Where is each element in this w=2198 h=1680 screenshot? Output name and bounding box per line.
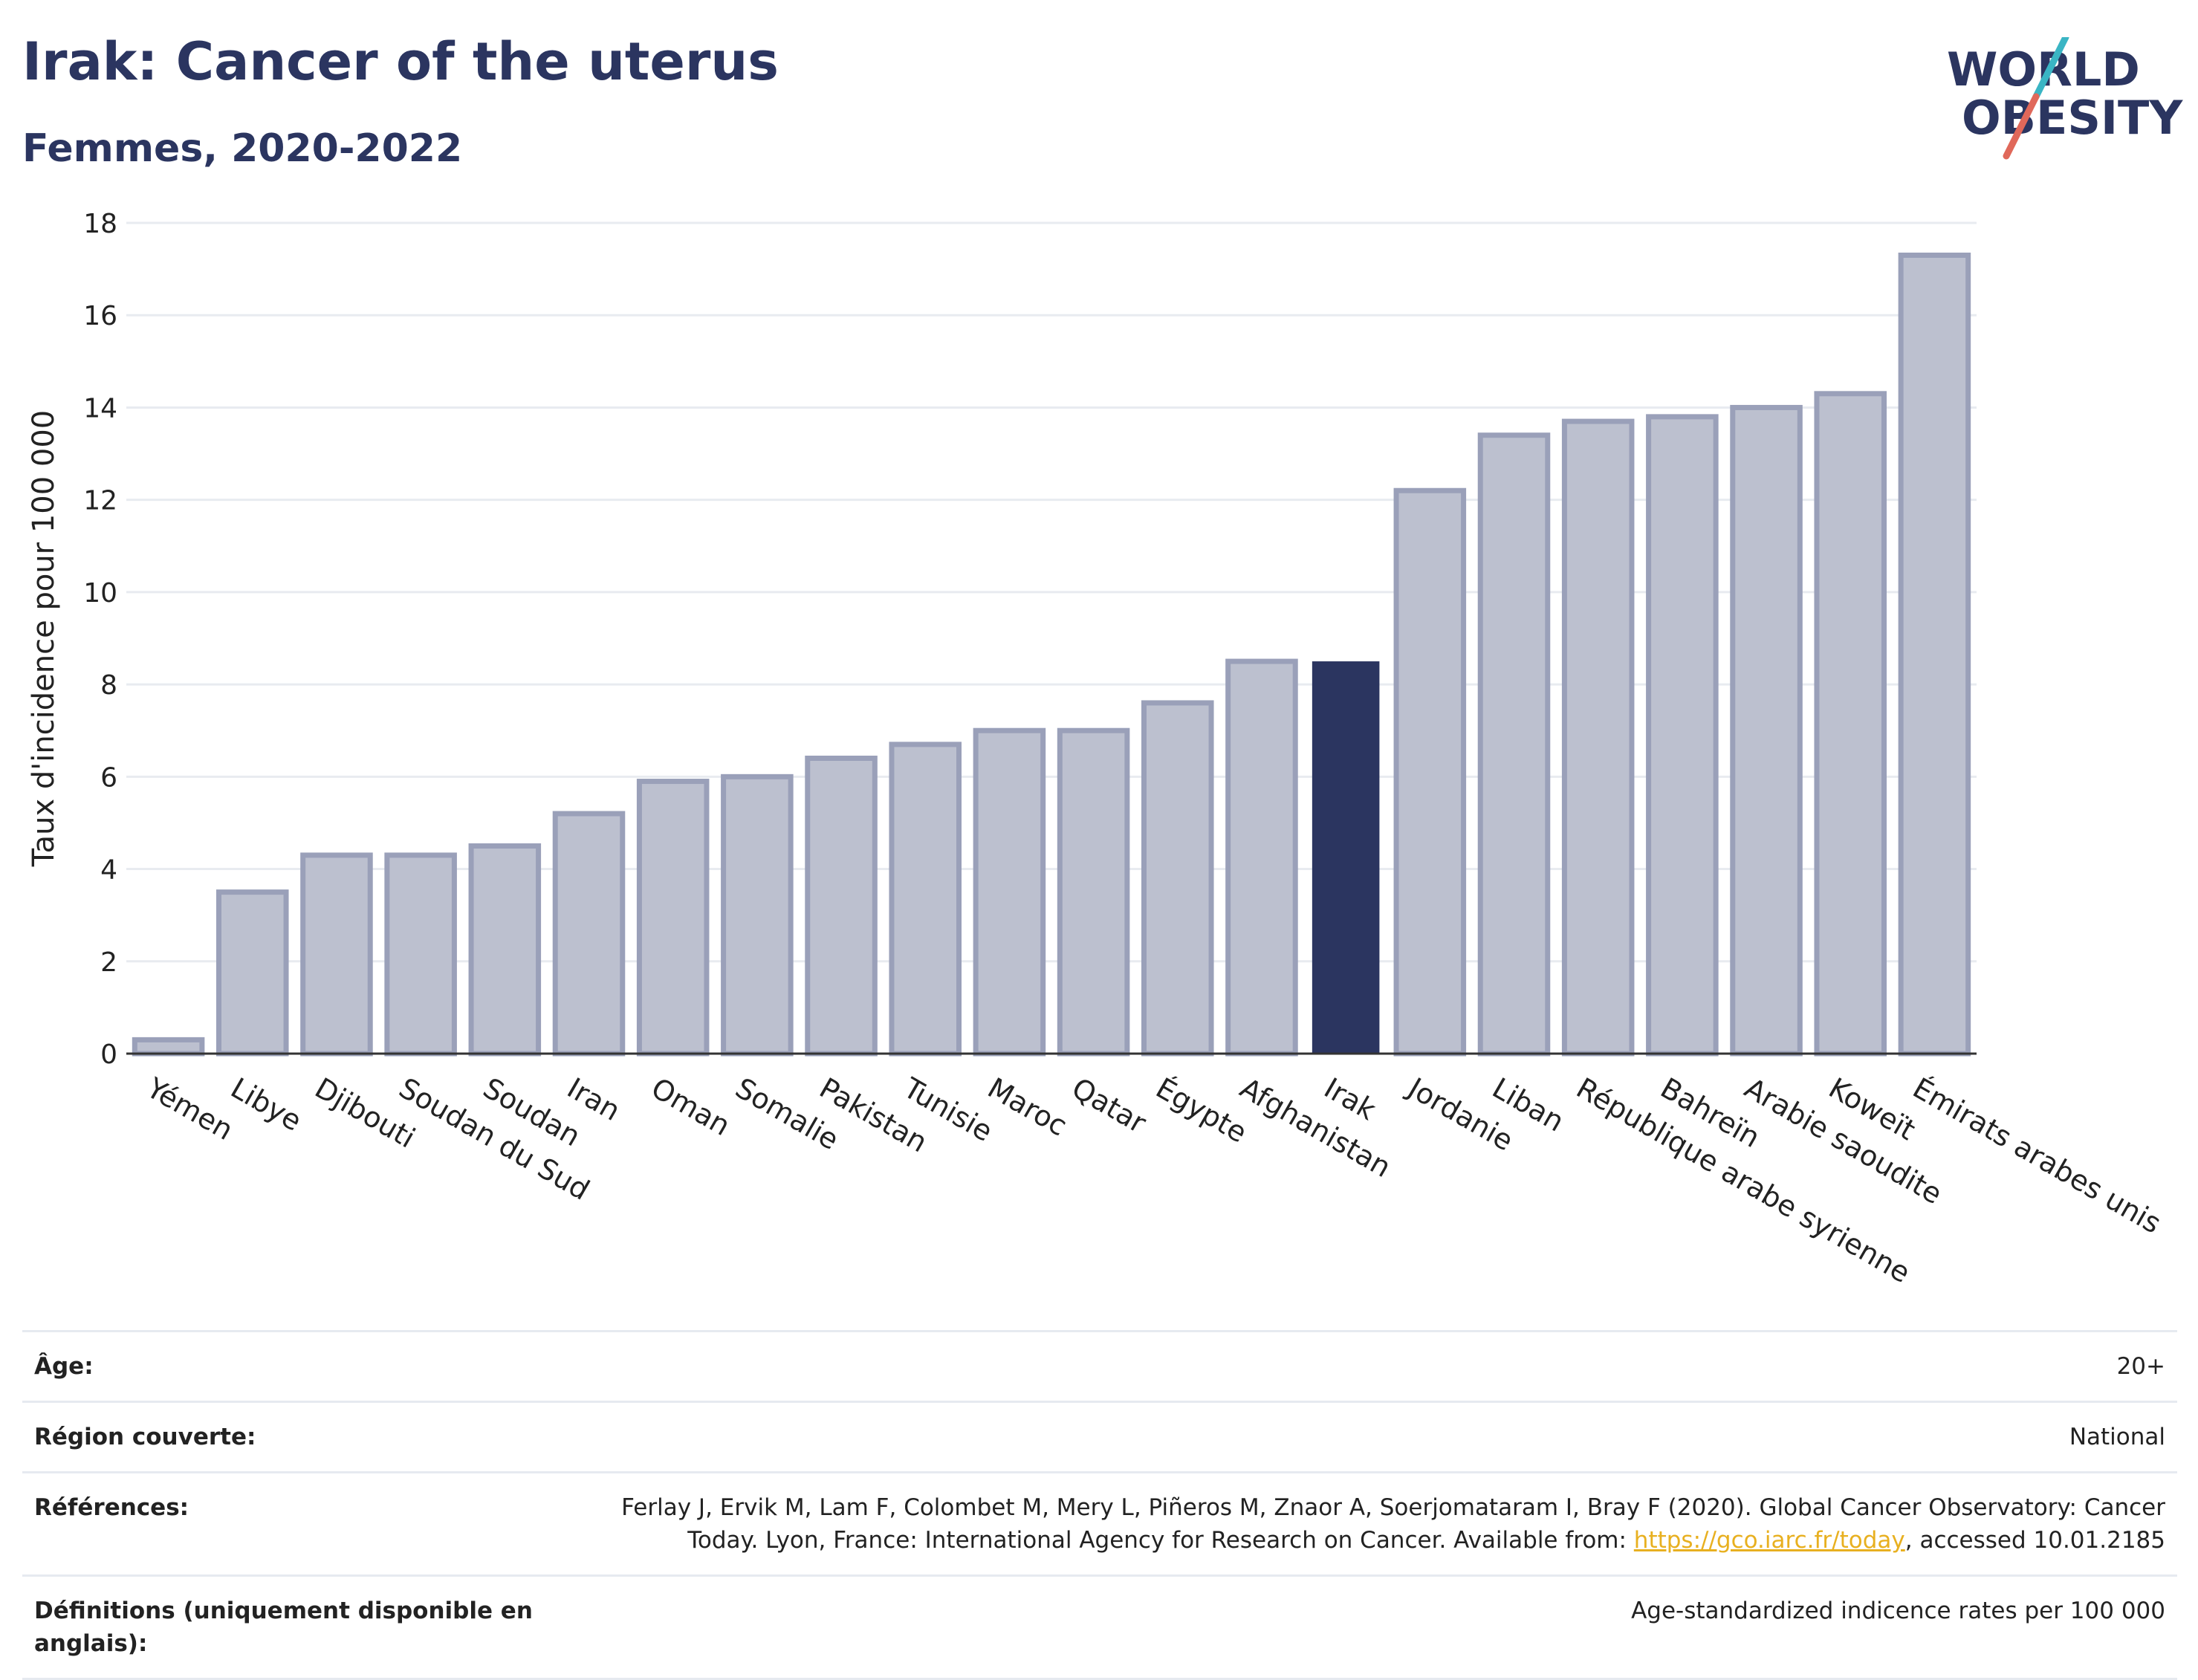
page-subtitle: Femmes, 2020-2022 bbox=[22, 126, 463, 171]
bar-chart: 0 2 4 6 8 10 12 14 16 18 Taux d'incidence pour 100… bbox=[27, 209, 2167, 1289]
bar bbox=[1477, 432, 1551, 1057]
y-tick-label: 4 bbox=[100, 855, 117, 886]
bar bbox=[468, 843, 542, 1057]
bar bbox=[1814, 391, 1887, 1057]
logo-line2: OBESITY bbox=[1962, 91, 2183, 145]
bar bbox=[721, 773, 794, 1057]
meta-value: 20+ bbox=[2116, 1353, 2165, 1380]
bar bbox=[384, 852, 457, 1057]
x-tick-label: Égypte bbox=[1150, 1071, 1252, 1149]
bar bbox=[636, 779, 710, 1057]
y-tick-label: 0 bbox=[100, 1040, 117, 1070]
world-obesity-logo: WORLD OBESITY bbox=[1947, 37, 2183, 160]
reference-link[interactable]: https://gco.iarc.fr/today bbox=[1633, 1527, 1905, 1554]
y-tick-label: 6 bbox=[100, 762, 117, 793]
meta-row-region: Région couverte: National bbox=[22, 1401, 2177, 1471]
x-tick-label: Yémen bbox=[140, 1071, 239, 1147]
x-tick-label: Afghanistan bbox=[1234, 1071, 1396, 1184]
y-tick-label: 10 bbox=[83, 578, 117, 609]
bar bbox=[1393, 487, 1467, 1057]
meta-value: Ferlay J, Ervik M, Lam F, Colombet M, Me… bbox=[605, 1491, 2165, 1557]
meta-value: Age-standardized indicence rates per 100… bbox=[1631, 1598, 2165, 1624]
y-tick-label: 14 bbox=[83, 393, 117, 424]
meta-label: Région couverte: bbox=[34, 1424, 256, 1450]
logo-slash-teal bbox=[2032, 37, 2069, 100]
y-tick-label: 2 bbox=[100, 947, 117, 978]
bar bbox=[889, 742, 962, 1057]
y-tick-label: 16 bbox=[83, 301, 117, 331]
bar bbox=[1646, 414, 1719, 1057]
bar bbox=[132, 1037, 205, 1057]
bar bbox=[552, 811, 626, 1057]
bar bbox=[973, 727, 1046, 1057]
meta-label: Définitions (uniquement disponible en an… bbox=[34, 1598, 533, 1657]
bar bbox=[1141, 700, 1214, 1057]
y-tick-label: 12 bbox=[83, 486, 117, 516]
metadata-table: Âge: 20+ Région couverte: National Référ… bbox=[22, 1330, 2177, 1680]
bar bbox=[1312, 661, 1380, 1054]
meta-value: National bbox=[2069, 1424, 2165, 1450]
x-tick-label: Oman bbox=[646, 1071, 736, 1142]
bar bbox=[300, 852, 373, 1057]
meta-label: Âge: bbox=[34, 1353, 94, 1380]
x-tick-label: Maroc bbox=[982, 1071, 1073, 1143]
x-tick-label: Libye bbox=[225, 1071, 307, 1138]
meta-row-references: Références: Ferlay J, Ervik M, Lam F, Co… bbox=[22, 1471, 2177, 1574]
bar bbox=[1898, 252, 1971, 1057]
bar bbox=[216, 889, 289, 1057]
bar bbox=[1561, 418, 1635, 1057]
bar bbox=[805, 755, 878, 1057]
x-tick-label: Émirats arabes unis bbox=[1907, 1071, 2167, 1240]
logo-slash-coral bbox=[2003, 93, 2040, 160]
bar bbox=[1057, 727, 1130, 1057]
bar bbox=[1225, 658, 1298, 1057]
reference-accessed: , accessed 10.01.2185 bbox=[1904, 1527, 2165, 1554]
meta-row-definitions: Définitions (uniquement disponible en an… bbox=[22, 1574, 2177, 1680]
meta-row-age: Âge: 20+ bbox=[22, 1330, 2177, 1401]
y-tick-label: 18 bbox=[83, 209, 117, 239]
y-axis-label: Taux d'incidence pour 100 000 bbox=[27, 410, 61, 867]
x-tick-label: Qatar bbox=[1066, 1071, 1152, 1140]
page-title: Irak: Cancer of the uterus bbox=[22, 31, 779, 92]
meta-label: Références: bbox=[34, 1494, 189, 1521]
y-tick-label: 8 bbox=[100, 670, 117, 701]
bar bbox=[1730, 404, 1803, 1057]
reference-text: Ferlay J, Ervik M, Lam F, Colombet M, Me… bbox=[621, 1494, 2165, 1554]
